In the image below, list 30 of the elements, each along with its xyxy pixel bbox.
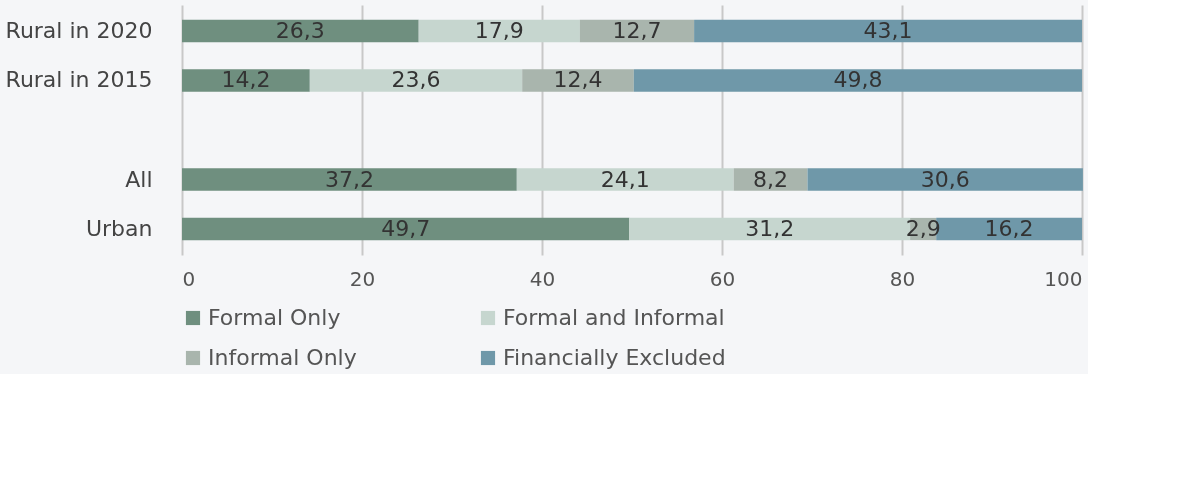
data-label: 14,2: [221, 67, 271, 93]
legend-label: Informal Only: [208, 345, 357, 370]
x-tick-label: 0: [182, 266, 196, 291]
y-tick-label: Rural in 2020: [5, 17, 153, 43]
legend-label: Formal and Informal: [503, 305, 725, 330]
data-label: 49,7: [381, 216, 431, 242]
y-tick-label: Rural in 2015: [5, 67, 153, 93]
data-label: 24,1: [600, 166, 650, 192]
x-tick-label: 40: [529, 266, 556, 291]
data-label: 12,4: [553, 67, 603, 93]
data-label: 49,8: [833, 67, 883, 93]
data-label: 16,2: [984, 216, 1034, 242]
x-tick-label: 20: [349, 266, 376, 291]
data-label: 31,2: [745, 216, 795, 242]
legend-label: Financially Excluded: [503, 345, 726, 370]
x-tick-label: 80: [889, 266, 916, 291]
data-label: 17,9: [474, 17, 524, 43]
data-label: 23,6: [391, 67, 441, 93]
x-tick-label: 100: [1044, 266, 1083, 291]
data-label: 26,3: [275, 17, 325, 43]
data-label: 30,6: [920, 166, 970, 192]
legend-label: Formal Only: [208, 305, 341, 330]
data-label: 37,2: [324, 166, 374, 192]
data-label: 12,7: [612, 17, 662, 43]
y-tick-label: Urban: [85, 216, 153, 242]
data-label: 8,2: [753, 166, 789, 192]
x-tick-label: 60: [709, 266, 736, 291]
data-label: 2,9: [905, 216, 941, 242]
data-label: 43,1: [863, 17, 913, 43]
y-tick-label: All: [125, 166, 153, 192]
